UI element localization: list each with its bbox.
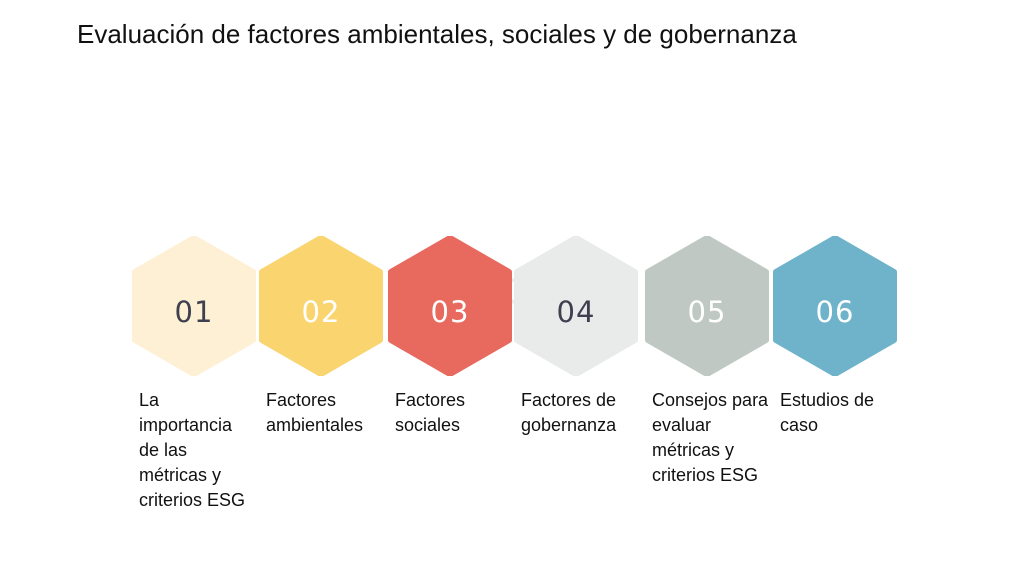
step-label-2: Factores ambientales — [266, 390, 364, 435]
step-number-5: 05 — [687, 295, 727, 329]
step-number-4: 04 — [556, 295, 596, 329]
page-title: Evaluación de factores ambientales, soci… — [77, 19, 797, 49]
step-number-3: 03 — [430, 295, 470, 329]
hexagon-4 — [514, 236, 638, 376]
step-label-6: Estudios de caso — [780, 390, 875, 435]
hexagon-5 — [645, 236, 769, 376]
step-number-1: 01 — [174, 295, 214, 329]
step-number-6: 06 — [815, 295, 855, 329]
step-number-2: 02 — [301, 295, 341, 329]
hexagon-1 — [132, 236, 256, 376]
step-label-3: Factores sociales — [395, 390, 466, 435]
step-label-5: Consejos para evaluar métricas y criteri… — [652, 390, 769, 485]
hexagon-6 — [773, 236, 897, 376]
hexagon-2 — [259, 236, 383, 376]
step-label-4: Factores de gobernanza — [521, 390, 617, 435]
step-label-1: La importancia de las métricas y criteri… — [139, 390, 246, 510]
hexagon-3 — [388, 236, 512, 376]
